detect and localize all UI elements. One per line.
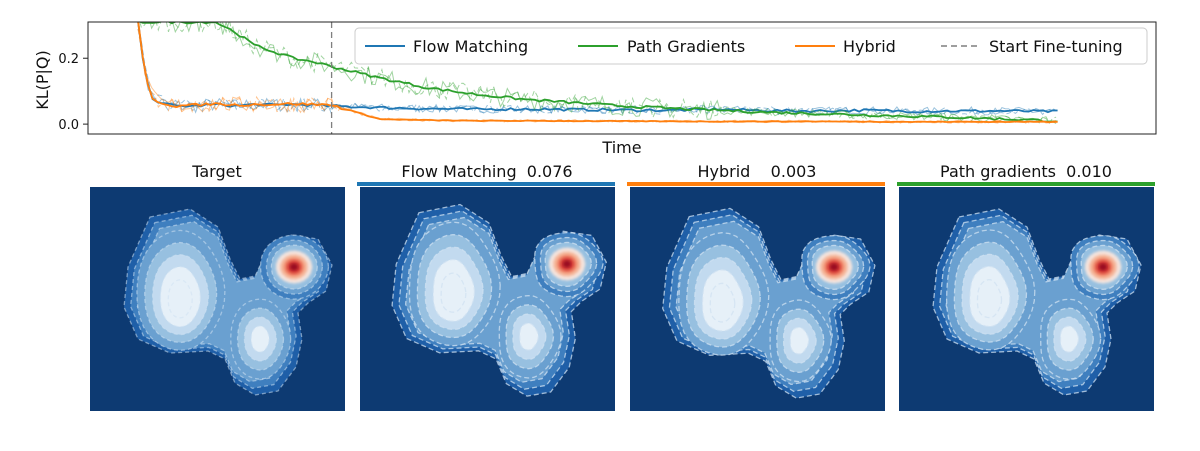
series-line-hybrid bbox=[137, 22, 1058, 124]
panel-title-target: Target bbox=[191, 162, 242, 181]
legend-box bbox=[354, 27, 1148, 65]
legend-label-path-gradients: Path Gradients bbox=[627, 37, 745, 56]
panel-color-bar-flow-matching bbox=[357, 182, 615, 186]
contour-left-3-4 bbox=[976, 278, 1003, 319]
legend-label-hybrid: Hybrid bbox=[843, 37, 896, 56]
contour-left-1-4 bbox=[440, 272, 467, 313]
contour-left-0-4 bbox=[167, 279, 193, 319]
plot-frame bbox=[87, 21, 1157, 135]
contour-peak-core-1-4 bbox=[563, 260, 571, 268]
panel-flow-matching: Flow Matching 0.076 bbox=[357, 162, 615, 411]
legend: Flow Matching Path Gradients Hybrid Star… bbox=[354, 27, 1148, 65]
panel-title-hybrid: Hybrid 0.003 bbox=[698, 162, 817, 181]
y-axis-label: KL(P|Q) bbox=[33, 50, 52, 110]
contour-middle-0-3 bbox=[250, 325, 270, 353]
panel-target: Target bbox=[90, 162, 345, 411]
x-axis-label: Time bbox=[601, 138, 641, 157]
panel-hybrid: Hybrid 0.003 bbox=[627, 162, 885, 411]
series-line-path bbox=[138, 22, 1058, 123]
contour-middle-3-3 bbox=[1059, 325, 1080, 353]
series-raw-flow-1 bbox=[137, 22, 1057, 116]
density-map-flow-matching bbox=[360, 187, 615, 411]
contour-left-2-4 bbox=[709, 282, 736, 323]
density-map-target bbox=[90, 187, 345, 411]
density-map-hybrid bbox=[630, 187, 885, 411]
panel-color-bar-hybrid bbox=[627, 182, 885, 186]
panel-color-bar-path-gradients bbox=[897, 182, 1155, 186]
density-panels: Target Flow Matching 0.076 Hybrid 0.003 … bbox=[90, 162, 1155, 411]
y-tick-label-0: 0.0 bbox=[58, 118, 79, 133]
series-raw-path-1 bbox=[139, 22, 1057, 124]
series-layer bbox=[137, 22, 1058, 125]
series-raw-path-0 bbox=[149, 22, 1057, 125]
legend-label-flow-matching: Flow Matching bbox=[413, 37, 528, 56]
contour-middle-2-3 bbox=[789, 326, 810, 355]
density-map-path-gradients bbox=[899, 187, 1154, 411]
y-axis-ticks: 0.0 0.2 bbox=[58, 52, 88, 133]
panel-title-path-gradients: Path gradients 0.010 bbox=[940, 162, 1112, 181]
contour-peak-core-2-4 bbox=[830, 263, 838, 271]
contour-peak-core-0-4 bbox=[290, 263, 298, 271]
contour-middle-1-3 bbox=[519, 322, 539, 351]
legend-label-start-fine-tuning: Start Fine-tuning bbox=[989, 37, 1123, 56]
panel-path-gradients: Path gradients 0.010 bbox=[897, 162, 1155, 411]
y-tick-label-1: 0.2 bbox=[58, 52, 79, 67]
panel-title-flow-matching: Flow Matching 0.076 bbox=[401, 162, 572, 181]
kl-line-chart: 0.0 0.2 KL(P|Q) Time Flow Matching Path G… bbox=[33, 21, 1157, 157]
contour-peak-core-3-4 bbox=[1099, 263, 1107, 271]
